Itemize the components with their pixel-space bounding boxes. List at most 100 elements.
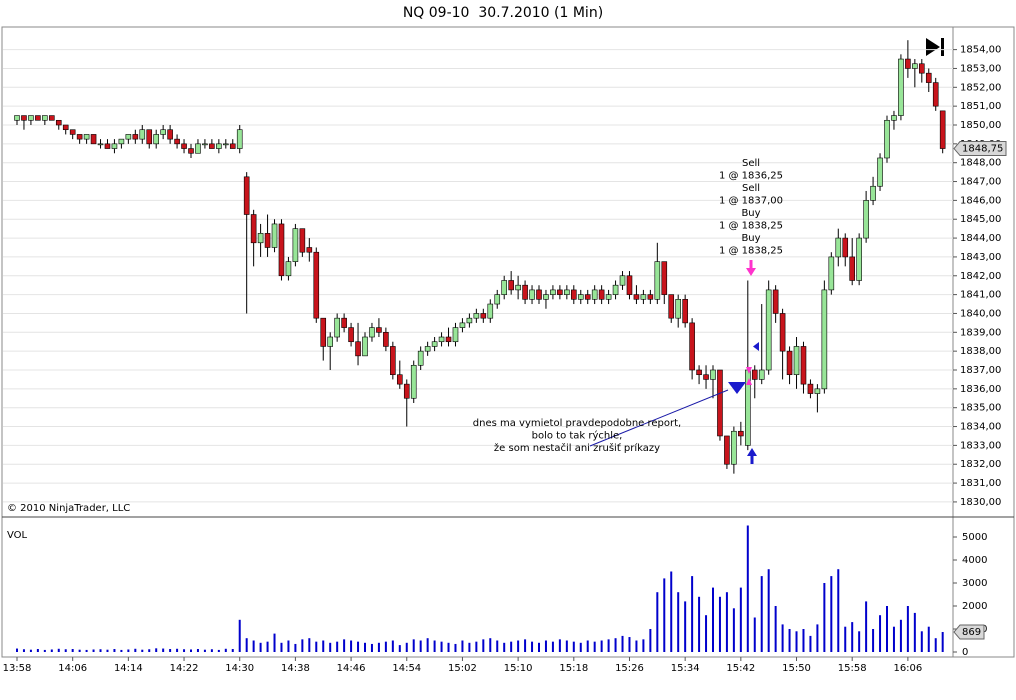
candle-body (278, 223, 285, 277)
candle-body (668, 294, 675, 319)
candle-body (772, 289, 779, 314)
volume-bar (524, 639, 527, 652)
volume-bar (698, 596, 701, 652)
candle-body (104, 143, 111, 149)
candle-body (939, 110, 946, 149)
frame (1, 26, 1015, 658)
candle-body (424, 346, 431, 352)
volume-bar (357, 641, 360, 652)
volume-bar (635, 640, 638, 652)
volume-bar (913, 612, 916, 652)
volume-bar (29, 649, 32, 652)
candle-body (125, 134, 132, 140)
volume-bar (927, 626, 930, 652)
candle-body (181, 143, 187, 149)
volume-bar (600, 640, 603, 652)
volume-bar (364, 642, 366, 652)
volume-bar (447, 642, 450, 652)
volume-bar (795, 631, 798, 652)
volume-bar (920, 631, 923, 652)
candle-body (299, 228, 306, 253)
candle-body (320, 317, 327, 347)
volume-bar (844, 626, 847, 652)
volume-bar (865, 601, 868, 652)
volume-bar (941, 632, 944, 652)
candle-body (584, 294, 591, 300)
volume-bar (183, 649, 186, 652)
volume-bar (280, 642, 283, 652)
volume-bar (802, 629, 805, 652)
volume-bar (823, 583, 826, 652)
candle-body (376, 327, 382, 333)
volume-bar (746, 525, 749, 652)
volume-bar (377, 642, 380, 652)
candle-body (355, 341, 361, 357)
volume-bar (322, 640, 325, 652)
x-tick-label: 14:22 (170, 663, 199, 674)
order-side: Sell (742, 183, 760, 194)
volume-bar (774, 606, 777, 652)
candle-body (313, 251, 320, 319)
volume-bar (315, 641, 318, 652)
end-icon (926, 38, 944, 56)
candle-body (111, 143, 118, 149)
volume-bar (134, 648, 137, 652)
volume-bar (781, 624, 784, 652)
candle-body (202, 143, 208, 146)
candle-body (626, 275, 633, 295)
candle-body (250, 214, 257, 244)
volume-bar (22, 649, 25, 652)
candle-body (689, 322, 695, 371)
candle-body (529, 289, 535, 300)
y-tick-label: 1854,00 (960, 45, 1001, 56)
y-tick-label: 3000 (962, 578, 987, 589)
volume-bar (538, 642, 540, 652)
candle-body (633, 294, 640, 300)
y-tick-label: 1843,00 (960, 252, 1001, 263)
y-tick-label: 1847,00 (960, 177, 1001, 188)
volume-bar (621, 635, 624, 652)
candle-body (132, 134, 139, 140)
candle-body (779, 313, 786, 352)
y-tick-label: 1832,00 (960, 459, 1001, 470)
candle-body (14, 115, 20, 121)
candle-body (459, 322, 466, 328)
candle-body (863, 200, 869, 239)
candle-body (682, 299, 688, 324)
candle-body (35, 115, 41, 121)
candle-body (362, 336, 368, 357)
volume-bar (614, 638, 617, 652)
candle-body (640, 294, 647, 300)
candle-body (257, 233, 264, 244)
volume-bar (482, 639, 485, 652)
y-tick-label: 2000 (962, 601, 987, 612)
volume-bar (252, 640, 255, 652)
volume-bar (426, 638, 429, 652)
candle-body (334, 317, 340, 338)
candle-body (452, 327, 459, 343)
candle-body (62, 124, 69, 131)
y-tick-label: 1844,00 (960, 233, 1001, 244)
y-tick-label: 5000 (962, 532, 987, 543)
volume-bar (64, 649, 67, 652)
y-tick-label: 1853,00 (960, 63, 1001, 74)
volume-bar (628, 637, 631, 652)
volume-bar (517, 640, 520, 652)
volume-bar (670, 571, 673, 652)
volume-bar (169, 649, 172, 652)
volume-bar (71, 649, 74, 652)
y-tick-label: 1836,00 (960, 384, 1001, 395)
candle-body (543, 294, 549, 300)
volume-bar (190, 649, 192, 652)
candle-body (647, 294, 654, 300)
volume-bar (886, 606, 888, 652)
candle-body (396, 374, 403, 385)
volume-bar (308, 638, 311, 652)
volume-bar (245, 638, 248, 652)
candle-body (849, 256, 856, 281)
volume-bar (419, 640, 422, 652)
volume-tag (953, 624, 985, 640)
y-tick-label: 1852,00 (960, 82, 1001, 93)
candle-body (612, 284, 619, 295)
volume-bar (510, 641, 513, 652)
